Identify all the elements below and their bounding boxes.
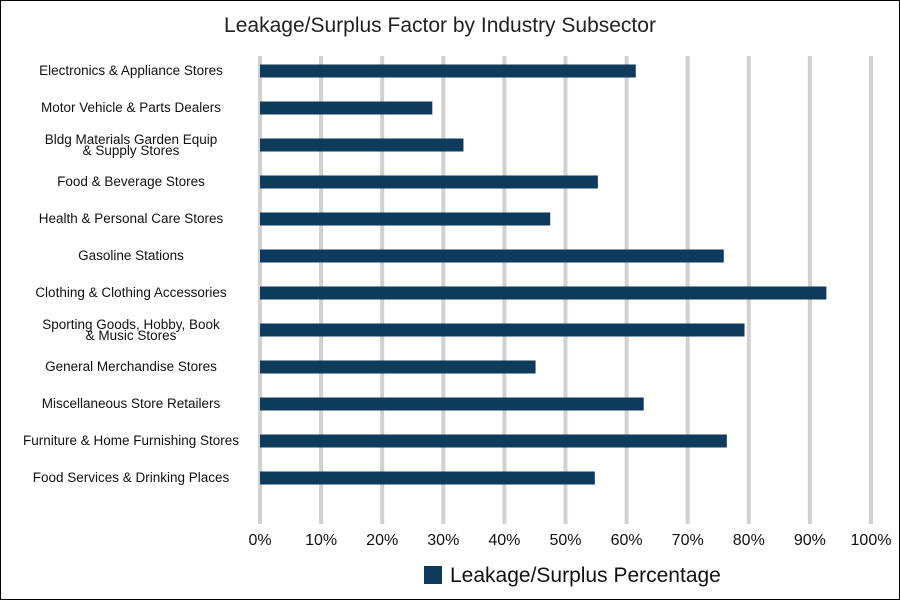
bar	[260, 471, 595, 485]
bar	[260, 397, 644, 411]
bar-layer	[260, 64, 827, 485]
category-label: Sporting Goods, Hobby, Book & Music Store…	[42, 317, 220, 343]
bar	[260, 286, 827, 300]
bar	[260, 323, 745, 337]
category-label: Furniture & Home Furnishing Stores	[23, 433, 239, 448]
category-label: Food Services & Drinking Places	[33, 470, 230, 485]
legend-label: Leakage/Surplus Percentage	[450, 564, 721, 587]
legend-swatch	[424, 566, 442, 584]
x-tick-label: 100%	[851, 532, 892, 549]
x-tick-label: 20%	[366, 532, 398, 549]
category-label: General Merchandise Stores	[45, 359, 217, 374]
x-tick-labels: 0% 10% 20% 30% 40% 50% 60% 70% 80% 90% 100%	[248, 532, 891, 549]
bar	[260, 138, 464, 152]
x-tick-label: 10%	[305, 532, 337, 549]
bar	[260, 64, 636, 78]
bar	[260, 434, 727, 448]
x-tick-label: 90%	[794, 532, 826, 549]
bar	[260, 212, 551, 226]
bar	[260, 175, 598, 189]
x-tick-label: 40%	[488, 532, 520, 549]
x-tick-label: 60%	[611, 532, 643, 549]
bar	[260, 101, 433, 115]
legend: Leakage/Surplus Percentage	[424, 564, 721, 587]
category-label: Clothing & Clothing Accessories	[35, 285, 227, 300]
category-label: Miscellaneous Store Retailers	[42, 396, 221, 411]
x-tick-label: 30%	[427, 532, 459, 549]
chart-title: Leakage/Surplus Factor by Industry Subse…	[224, 14, 656, 37]
category-labels: Electronics & Appliance Stores Motor Vehi…	[23, 63, 239, 485]
x-tick-label: 80%	[733, 532, 765, 549]
category-label: Bldg Materials Garden Equip & Supply Stor…	[45, 132, 218, 158]
bar	[260, 249, 724, 263]
x-tick-label: 70%	[672, 532, 704, 549]
bar	[260, 360, 536, 374]
category-label: Health & Personal Care Stores	[39, 211, 224, 226]
category-label: Food & Beverage Stores	[57, 174, 205, 189]
category-label: Electronics & Appliance Stores	[39, 63, 223, 78]
x-tick-label: 0%	[248, 532, 271, 549]
category-label: Gasoline Stations	[78, 248, 184, 263]
category-label: Motor Vehicle & Parts Dealers	[41, 100, 221, 115]
x-tick-label: 50%	[549, 532, 581, 549]
